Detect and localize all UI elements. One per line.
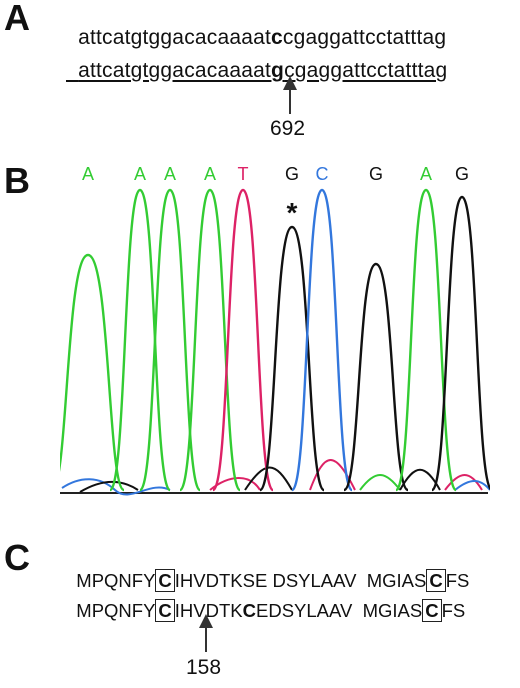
panel-c-arrow [199, 614, 213, 652]
prot1-box1: C [155, 569, 175, 592]
base-call-3: A [204, 164, 216, 184]
protein-position-label: 158 [186, 656, 222, 679]
prot1-box2: C [426, 569, 446, 592]
base-call-1: A [134, 164, 146, 184]
prot2-mutation-aa: C [242, 600, 257, 621]
base-call-8: A [420, 164, 432, 184]
base-call-0: A [82, 164, 94, 184]
trace-peak-7 [342, 262, 410, 492]
seq2-pre: attcatgtggacacaaaat [78, 59, 272, 82]
prot1-b: IHVDTKSE DSYLAAV MGIAS [174, 570, 427, 591]
prot2-a: MPQNFY [76, 600, 156, 621]
trace-noise-1 [79, 480, 139, 493]
dna-position-label: 692 [270, 117, 306, 140]
trace-noise-3 [244, 466, 293, 491]
prot1-c: FS [445, 570, 470, 591]
trace-peak-2 [138, 188, 202, 492]
trace-peak-3 [178, 188, 242, 492]
trace-noise-7 [444, 474, 483, 491]
seq1-pre: attcatgtggacacaaaat [78, 26, 272, 49]
trace-peak-9 [430, 195, 490, 492]
panel-c-label: C [4, 537, 30, 578]
prot2-c: FS [441, 600, 466, 621]
base-call-7: G [369, 164, 383, 184]
mutant-dna-sequence: attcatgtggacacaaaatgcgaggattcctatttag [66, 35, 447, 83]
seq1-post: cgaggattcctatttag [282, 26, 447, 49]
base-call-6: C [316, 164, 329, 184]
base-call-4: T [238, 164, 249, 184]
prot2-b1: IHVDTK [174, 600, 243, 621]
trace-peak-8 [394, 188, 458, 492]
panel-a-label: A [4, 0, 30, 38]
base-call-2: A [164, 164, 176, 184]
mutant-protein-sequence: MPQNFY C IHVDTKCEDSYLAAV MGIAS C FS [66, 578, 465, 622]
trace-peak-6 [290, 188, 354, 492]
chromatogram: A A A A T G C G A G* [60, 164, 490, 496]
seq2-post: cgaggattcctatttag [284, 59, 448, 82]
prot2-box2: C [422, 599, 442, 622]
trace-peak-4 [211, 188, 275, 492]
seq2-mutation-base: g [271, 59, 285, 82]
trace-noise-5 [359, 474, 401, 491]
trace-peak-5 [258, 225, 326, 492]
prot2-box1: C [155, 599, 175, 622]
mutation-marker: * [287, 197, 298, 228]
panel-b-label: B [4, 160, 30, 201]
wildtype-dna-sequence: attcatgtggacacaaaatccgaggattcctatttag [66, 2, 446, 50]
seq1-mutation-base: c [271, 26, 283, 49]
prot1-a: MPQNFY [76, 570, 156, 591]
trace-peak-0 [60, 253, 126, 492]
trace-peak-1 [108, 188, 172, 492]
prot2-b2: EDSYLAAV MGIAS [256, 600, 423, 621]
base-call-9: G [455, 164, 469, 184]
panel-a-arrow [283, 76, 297, 114]
trace-noise-0 [61, 478, 171, 496]
base-call-5: G [285, 164, 299, 184]
wildtype-protein-sequence: MPQNFY C IHVDTKSE DSYLAAV MGIAS C FS [66, 548, 469, 592]
trace-noise-8 [454, 480, 490, 491]
